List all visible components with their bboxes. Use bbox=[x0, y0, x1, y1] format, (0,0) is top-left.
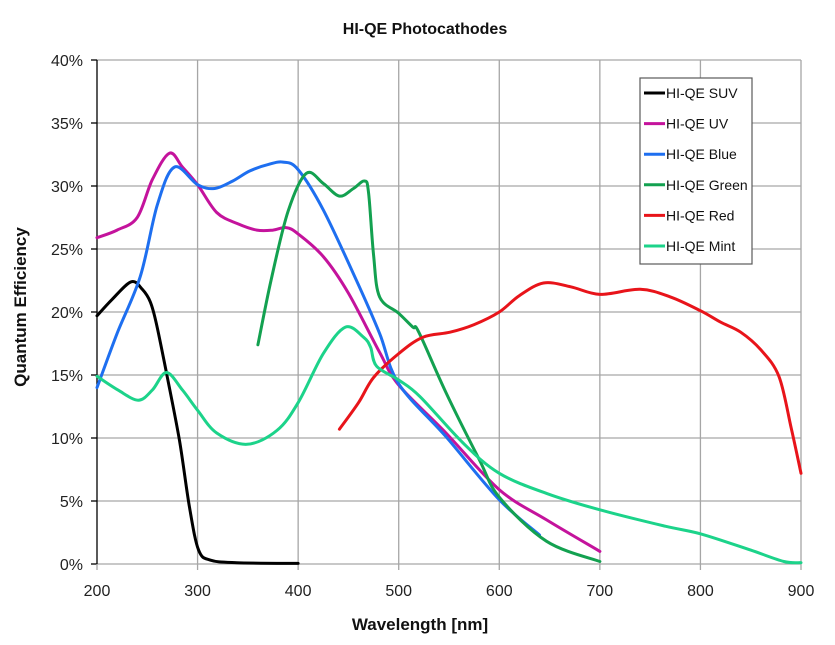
series-line-hi-qe-red bbox=[337, 281, 803, 475]
legend-label: HI-QE SUV bbox=[666, 85, 738, 101]
x-tick-label: 600 bbox=[486, 583, 513, 600]
y-tick-label: 20% bbox=[51, 305, 83, 322]
y-tick-label: 40% bbox=[51, 53, 83, 70]
legend-item-hi-qe-suv: HI-QE SUV bbox=[644, 85, 738, 101]
series-line-hi-qe-green bbox=[256, 170, 602, 563]
legend-label: HI-QE Red bbox=[666, 207, 734, 223]
x-tick-label: 200 bbox=[84, 583, 111, 600]
legend-label: HI-QE UV bbox=[666, 116, 729, 132]
legend-item-hi-qe-uv: HI-QE UV bbox=[644, 116, 729, 132]
legend-label: HI-QE Mint bbox=[666, 238, 735, 254]
legend-box bbox=[639, 77, 753, 265]
legend-label: HI-QE Green bbox=[666, 177, 748, 193]
y-tick-label: 15% bbox=[51, 368, 83, 385]
x-tick-label: 400 bbox=[285, 583, 312, 600]
x-tick-label: 700 bbox=[587, 583, 614, 600]
x-axis-label: Wavelength [nm] bbox=[352, 615, 488, 634]
x-tick-label: 300 bbox=[184, 583, 211, 600]
y-tick-label: 5% bbox=[60, 494, 83, 511]
axes bbox=[91, 59, 802, 570]
x-tick-label: 800 bbox=[687, 583, 714, 600]
y-axis-label: Quantum Efficiency bbox=[11, 227, 30, 387]
series-lines bbox=[95, 151, 803, 565]
y-tick-label: 0% bbox=[60, 557, 83, 574]
legend-item-hi-qe-mint: HI-QE Mint bbox=[644, 238, 735, 254]
series-line-hi-qe-blue bbox=[95, 160, 541, 537]
legend-label: HI-QE Blue bbox=[666, 146, 737, 162]
legend-item-hi-qe-blue: HI-QE Blue bbox=[644, 146, 737, 162]
y-tick-label: 35% bbox=[51, 116, 83, 133]
series-line-hi-qe-mint bbox=[95, 325, 803, 565]
legend: HI-QE SUV HI-QE UV HI-QE Blue HI-QE Green HI… bbox=[639, 77, 753, 265]
y-tick-label: 30% bbox=[51, 179, 83, 196]
legend-item-hi-qe-red: HI-QE Red bbox=[644, 207, 734, 223]
chart-title: HI-QE Photocathodes bbox=[343, 21, 508, 38]
series-line-hi-qe-uv bbox=[95, 151, 602, 553]
x-tick-label: 500 bbox=[385, 583, 412, 600]
tick-labels: 0% 5% 10% 15% 20% 25% 30% 35% 40% 200 300 400 500 600… bbox=[51, 53, 814, 600]
legend-item-hi-qe-green: HI-QE Green bbox=[644, 177, 748, 193]
y-tick-label: 10% bbox=[51, 431, 83, 448]
x-tick-label: 900 bbox=[788, 583, 815, 600]
y-tick-label: 25% bbox=[51, 242, 83, 259]
